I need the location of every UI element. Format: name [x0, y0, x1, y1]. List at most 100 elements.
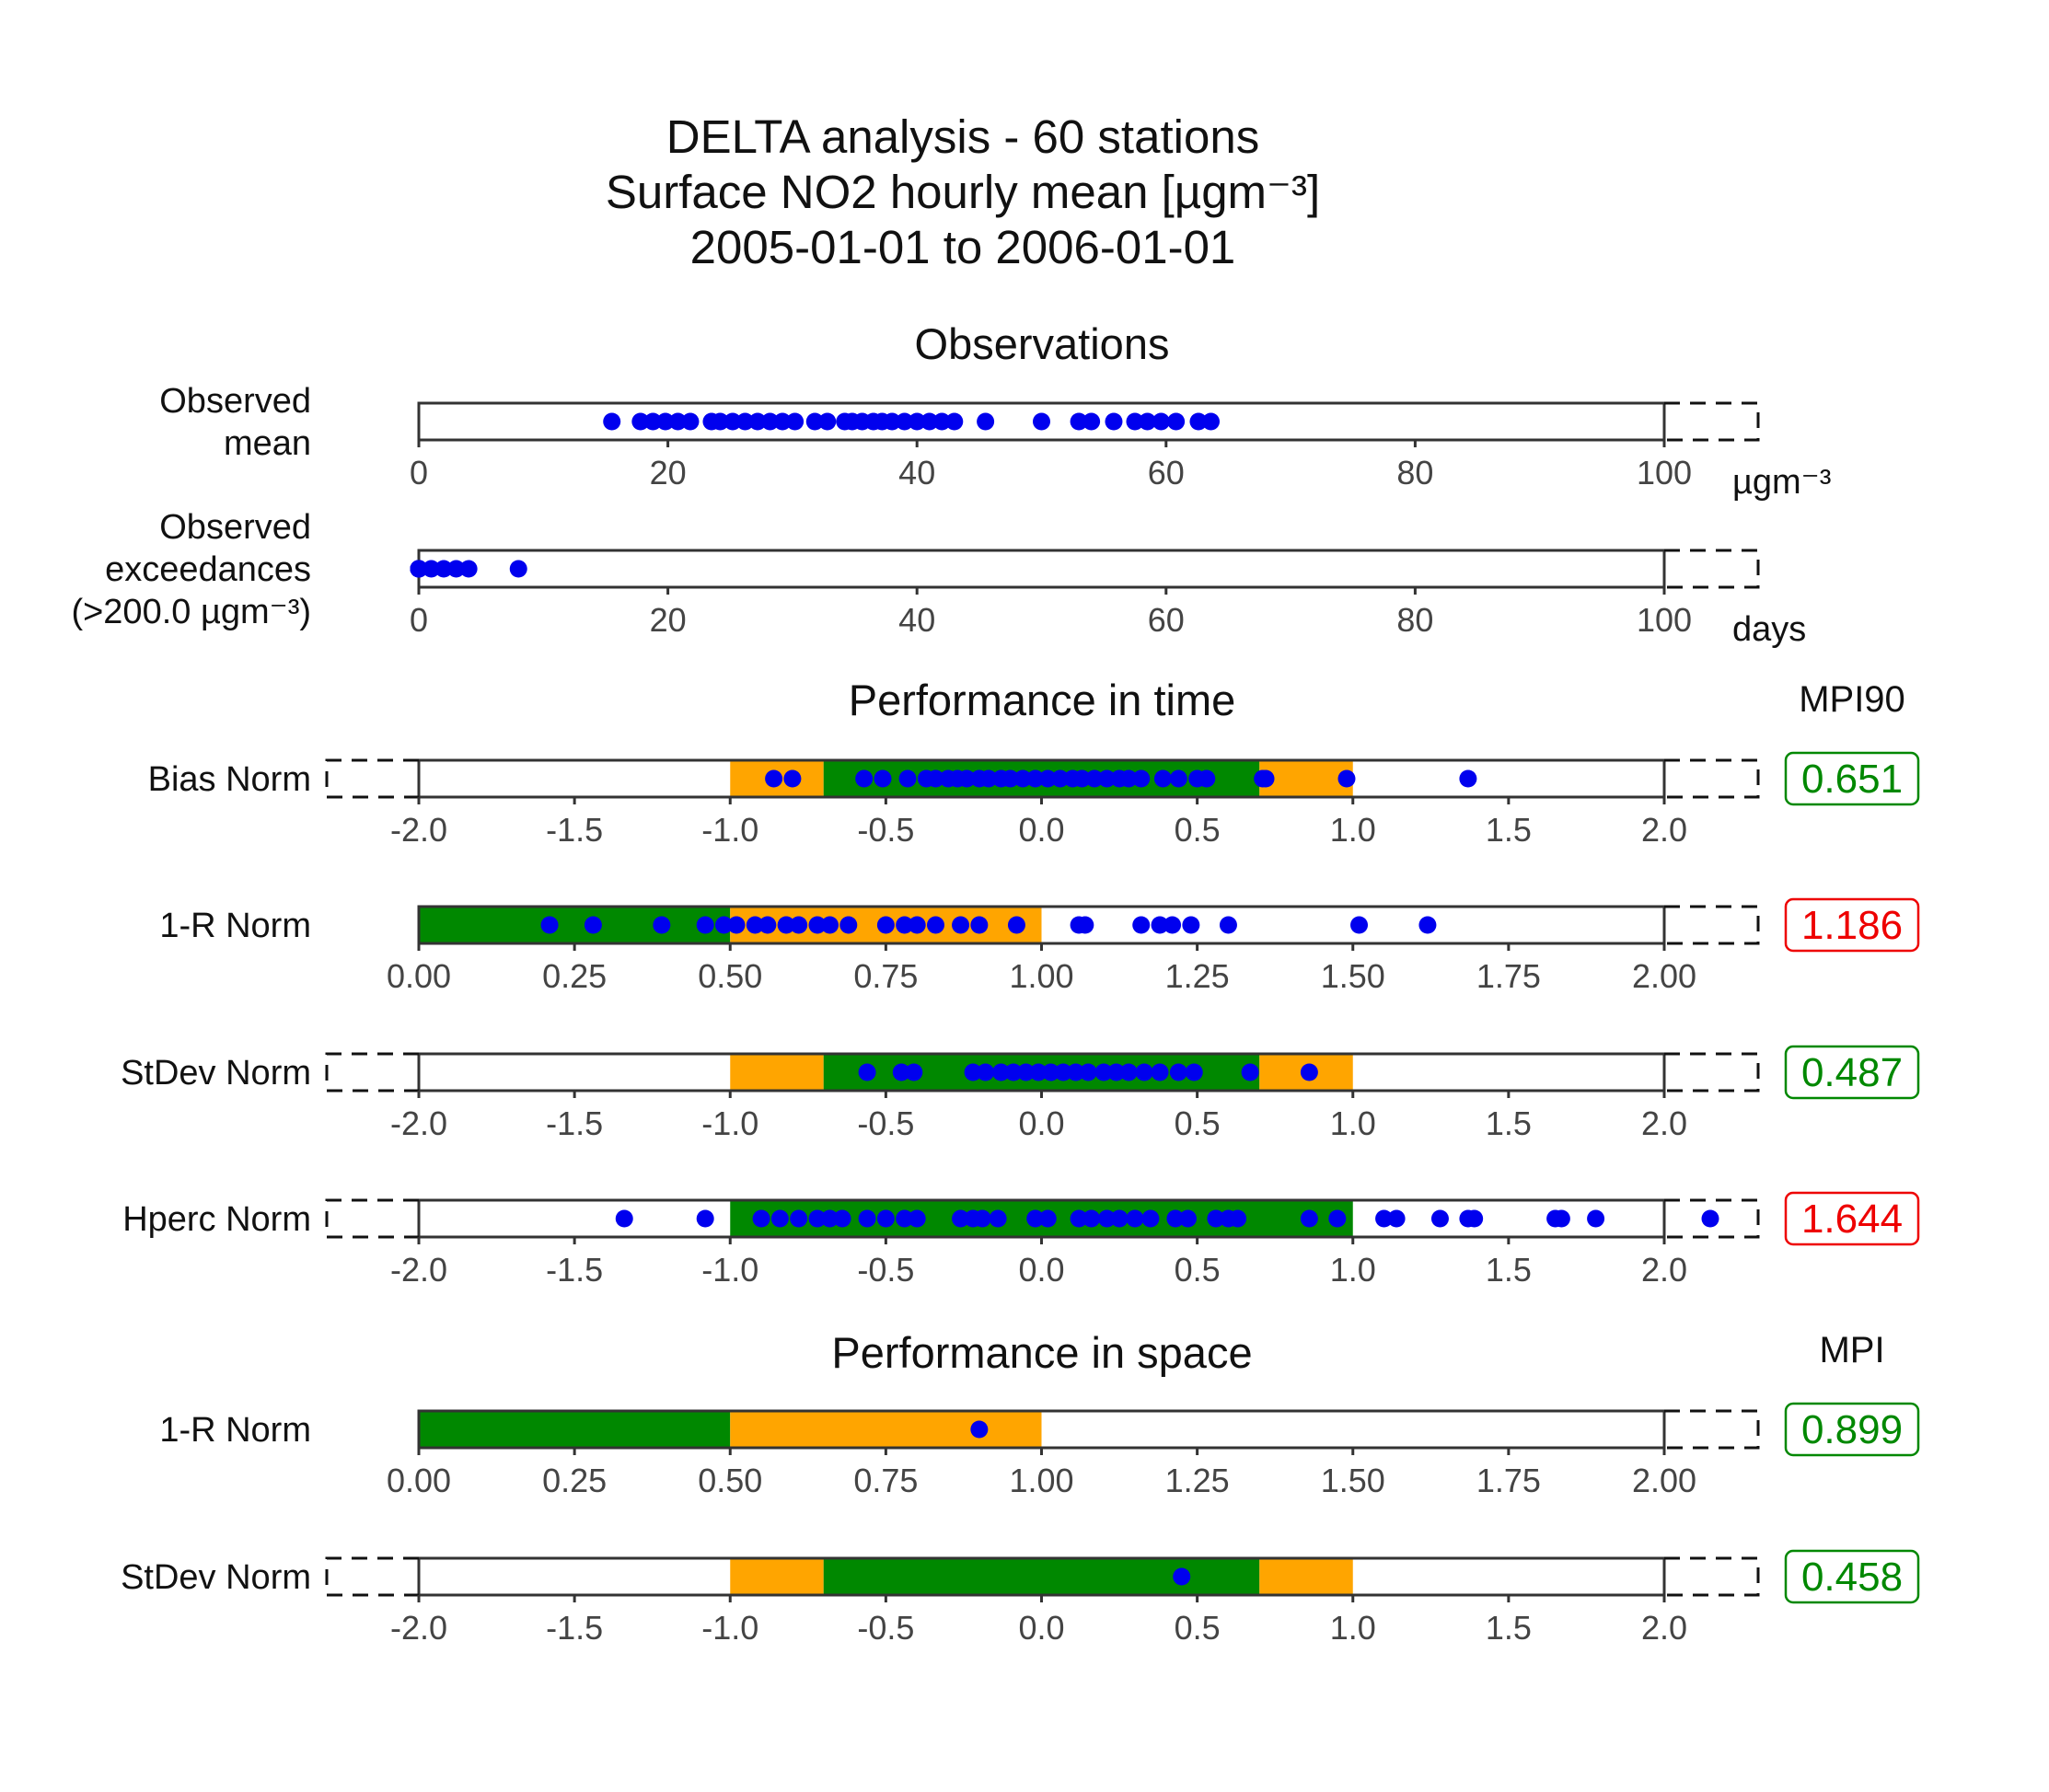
data-point [748, 412, 767, 431]
data-point [727, 916, 746, 934]
tick-label: 0.50 [698, 957, 762, 995]
data-point [1038, 769, 1057, 788]
tick-label: 2.0 [1641, 1104, 1687, 1142]
data-point [631, 412, 650, 431]
mpi-value: 1.644 [1801, 1197, 1903, 1242]
row-label: Observed [159, 382, 311, 421]
data-point [1119, 1063, 1138, 1081]
row-label: StDev Norm [121, 1054, 311, 1093]
tick-label: 2.0 [1641, 1251, 1687, 1289]
tick-label: 0.5 [1175, 1104, 1221, 1142]
data-point [1139, 412, 1157, 431]
row-label: 1-R Norm [159, 1411, 311, 1450]
mpi-box [1784, 1045, 1920, 1100]
data-point [1082, 412, 1101, 431]
data-point [1430, 1209, 1449, 1228]
data-point [977, 412, 995, 431]
tick-label: 0.00 [387, 1462, 451, 1499]
tick-label: 1.25 [1165, 1462, 1230, 1499]
data-point [979, 769, 998, 788]
data-point [898, 769, 917, 788]
tick-label: 1.00 [1009, 957, 1073, 995]
tick-label: 40 [898, 454, 935, 491]
data-point [908, 1209, 926, 1228]
data-point [820, 916, 839, 934]
tick-label: -1.5 [546, 811, 603, 849]
overflow-left-box [325, 758, 419, 799]
data-point [839, 916, 858, 934]
row-label: mean [224, 424, 311, 463]
overflow-right-box [1664, 758, 1760, 799]
row-stdev-norm-space: StDev Norm -2.0 -1.5 -1.0 -0.5 0.0 0.5 1.0 1.5 2.… [121, 1549, 1920, 1647]
data-point [410, 560, 428, 578]
tick-label: 0 [410, 601, 428, 639]
tick-label: 1.50 [1321, 957, 1385, 995]
tick-label: -2.0 [390, 1609, 447, 1647]
tick-label: 1.75 [1476, 957, 1541, 995]
tick-label: 1.75 [1476, 1462, 1541, 1499]
data-point [874, 769, 892, 788]
mpi-box [1784, 751, 1920, 806]
data-point [1001, 769, 1020, 788]
zone-orange [730, 1411, 1042, 1448]
data-point [1337, 769, 1356, 788]
data-point [1701, 1209, 1719, 1228]
data-point [696, 916, 714, 934]
data-point [1151, 1063, 1169, 1081]
data-point [1076, 916, 1094, 934]
overflow-right-box [1664, 549, 1760, 589]
data-point [908, 412, 926, 431]
data-point [808, 916, 827, 934]
tick-label: 60 [1148, 454, 1185, 491]
overflow-right-box [1664, 1198, 1760, 1239]
data-point [883, 412, 901, 431]
data-point [1067, 1063, 1085, 1081]
data-point [770, 1209, 789, 1228]
tick-label: -0.5 [857, 1251, 914, 1289]
overflow-right-box [1664, 1052, 1760, 1093]
data-point [668, 412, 687, 431]
data-point [932, 412, 951, 431]
data-point [1219, 916, 1237, 934]
data-point [790, 916, 808, 934]
data-point [1375, 1209, 1394, 1228]
tick-label: 0.00 [387, 957, 451, 995]
data-point [876, 916, 895, 934]
mpi-header: MPI90 [1799, 679, 1905, 720]
data-point [758, 916, 777, 934]
tick-label: 20 [650, 601, 687, 639]
data-point [1328, 1209, 1347, 1228]
data-point [653, 916, 671, 934]
data-point [945, 412, 964, 431]
data-point [790, 1209, 808, 1228]
tick-label: 1.00 [1009, 1462, 1073, 1499]
data-point [1167, 412, 1186, 431]
data-point [1152, 412, 1170, 431]
data-point [952, 1209, 970, 1228]
data-point [1552, 1209, 1570, 1228]
data-point [724, 412, 742, 431]
data-point [1173, 1567, 1191, 1586]
data-point [1126, 1209, 1144, 1228]
tick-label: -1.0 [701, 811, 758, 849]
data-point [1169, 1063, 1187, 1081]
data-point [858, 1063, 876, 1081]
data-point [1163, 916, 1182, 934]
data-point [783, 769, 802, 788]
data-point [926, 916, 944, 934]
data-point [1119, 769, 1138, 788]
data-point [858, 1209, 876, 1228]
data-point [1007, 916, 1025, 934]
data-point [1026, 769, 1045, 788]
tick-label: -0.5 [857, 1609, 914, 1647]
data-point [1082, 1209, 1101, 1228]
data-point [833, 1209, 851, 1228]
zone-green [419, 1411, 731, 1448]
data-point [957, 769, 976, 788]
tick-label: 1.5 [1486, 1104, 1532, 1142]
data-point [1038, 1209, 1057, 1228]
tick-label: -2.0 [390, 1251, 447, 1289]
data-point [681, 412, 700, 431]
